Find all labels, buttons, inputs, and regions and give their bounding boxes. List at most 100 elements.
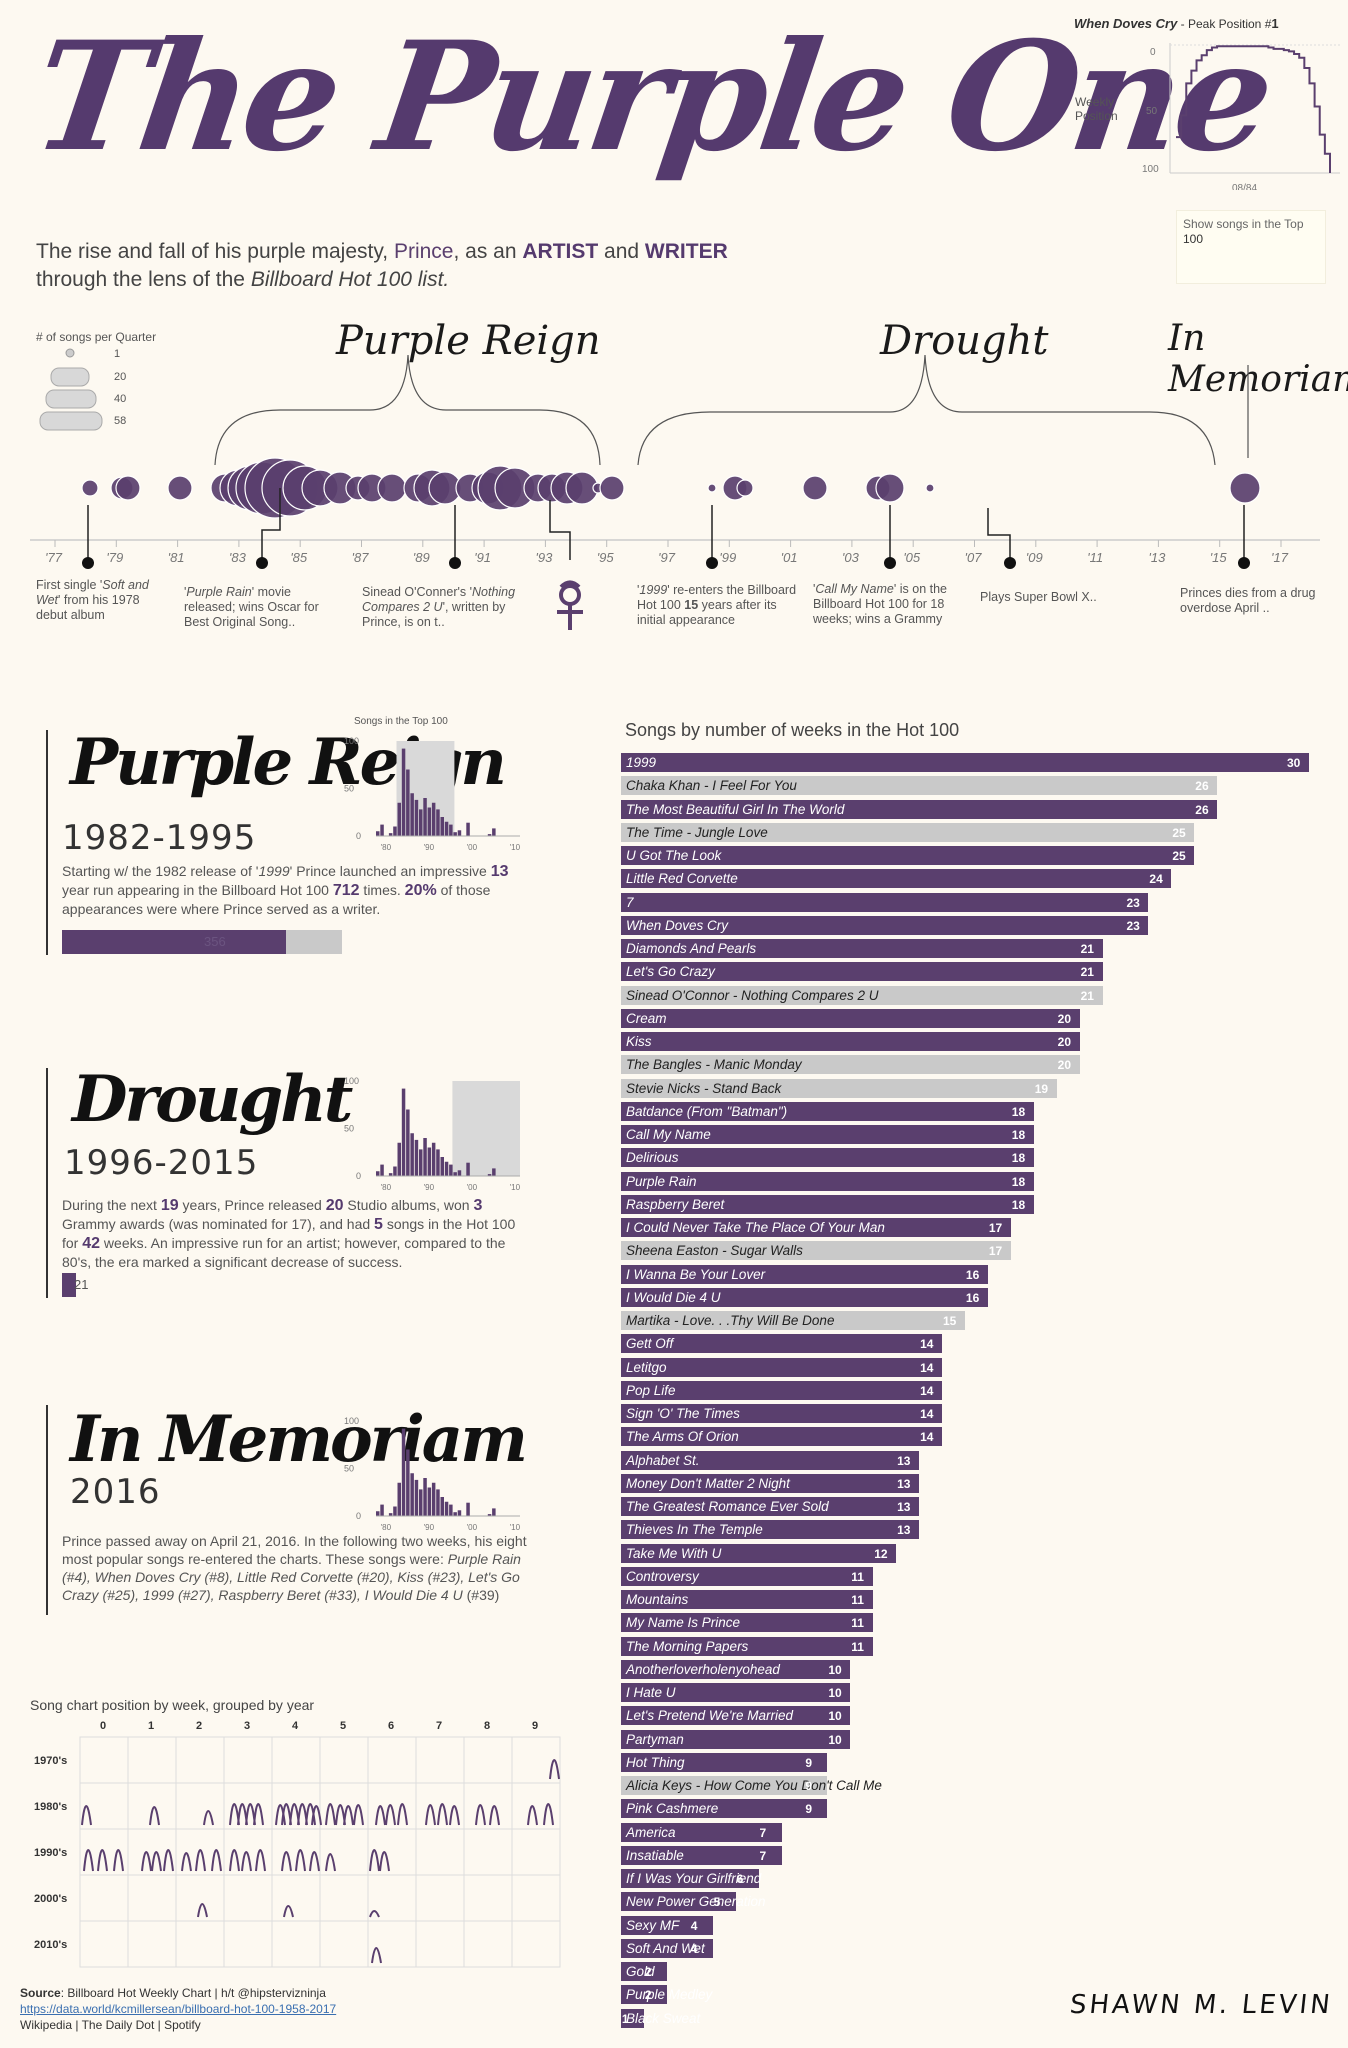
- bar-value: 13: [897, 1453, 911, 1468]
- era-text-drought: During the next 19 years, Prince release…: [62, 1197, 516, 1270]
- mini-x-tick: '00: [467, 1183, 478, 1192]
- bar-value: 20: [1057, 1011, 1072, 1026]
- peak-position-line: [1176, 45, 1331, 173]
- bar-label: Black Sweat: [626, 2010, 701, 2026]
- mini-y-tick: 50: [344, 784, 354, 794]
- heatmap-cell: [79, 1920, 129, 1968]
- heatmap-cell: [271, 1736, 321, 1784]
- heatmap-col-label: 2: [196, 1720, 202, 1732]
- song-position-arc: [371, 1947, 382, 1964]
- annotation-purple-rain: 'Purple Rain' movie released; wins Oscar…: [184, 585, 319, 629]
- heatmap-cell: [127, 1874, 177, 1922]
- bar-value: 10: [828, 1662, 842, 1677]
- filter-value[interactable]: 100: [1183, 232, 1204, 246]
- bar-label: Alphabet St.: [626, 1452, 700, 1468]
- song-position-arc: [295, 1849, 306, 1872]
- heatmap-cell: [175, 1782, 225, 1830]
- bar: [621, 1427, 943, 1447]
- song-position-arc: [527, 1805, 538, 1826]
- year-tick-label: '91: [474, 550, 491, 565]
- timeline-legend-title: # of songs per Quarter: [36, 330, 157, 344]
- mini-chart-drought: 100 50 0 '80 '90 '00 '10: [344, 1076, 520, 1192]
- signature: SHAWN M. LEVIN: [1068, 1990, 1335, 2020]
- bar-label: Pop Life: [626, 1382, 676, 1398]
- bar-value: 18: [1011, 1128, 1026, 1142]
- bar-value: 9: [805, 1755, 813, 1770]
- bar-label: Letitgo: [626, 1359, 667, 1375]
- heatmap-cell: [79, 1782, 129, 1830]
- mini-bar: [414, 1479, 419, 1516]
- top-n-filter[interactable]: Show songs in the Top 100: [1176, 210, 1326, 284]
- heatmap-cell: [367, 1736, 417, 1784]
- mini-x-tick: '80: [381, 1183, 392, 1192]
- source-link[interactable]: https://data.world/kcmillersean/billboar…: [20, 2002, 337, 2016]
- bar-value: 17: [988, 1221, 1003, 1235]
- bar: [621, 1334, 943, 1354]
- peak-y-tick: 0: [1150, 47, 1156, 58]
- year-tick-label: '15: [1210, 550, 1228, 565]
- song-position-arc: [353, 1804, 364, 1826]
- song-position-arc: [283, 1905, 294, 1918]
- mini-bar: [427, 1147, 432, 1176]
- year-tick-label: '03: [842, 550, 860, 565]
- bar: [621, 1892, 736, 1912]
- quarter-bubble: [925, 483, 935, 493]
- position-heatmap: 0 1 2 3 4 5 6 7 8 9 1970's 1980's 1990's 2000's 2010's: [34, 1720, 561, 1968]
- bar-label: If I Was Your Girlfriend: [626, 1871, 762, 1886]
- bar: [621, 939, 1103, 958]
- bar: [621, 1311, 965, 1330]
- bar-label: I Wanna Be Your Lover: [626, 1266, 766, 1282]
- mini-bar: [444, 1501, 449, 1516]
- mini-bar: [376, 1171, 380, 1176]
- bar: [621, 1613, 874, 1633]
- mini-x-tick: '10: [510, 1183, 520, 1192]
- mini-bar: [431, 1142, 436, 1176]
- mini-bar: [423, 1138, 427, 1176]
- bar-value: 11: [851, 1639, 864, 1654]
- song-position-arc: [151, 1851, 162, 1872]
- bar: [621, 1985, 667, 2005]
- song-position-arc: [195, 1849, 206, 1872]
- source-label: Source: [20, 1986, 61, 2000]
- bar-value: 21: [1080, 942, 1094, 956]
- mini-bar: [406, 1109, 410, 1176]
- year-tick-label: '07: [965, 550, 983, 565]
- bar: [621, 776, 1218, 796]
- song-position-arc: [241, 1851, 252, 1872]
- mini-bar: [380, 1164, 384, 1176]
- writer-share-fill: [62, 930, 286, 954]
- bar-label: Thieves In The Temple: [626, 1522, 763, 1538]
- quarter-bubble: [707, 483, 717, 493]
- heatmap-col-label: 1: [148, 1720, 154, 1732]
- era-title-drought: Drought: [72, 1062, 353, 1137]
- timeline-chart: '77 '79 '81 '83 '85 '87 '89 '91 '93 '95 '97 '99 '01 '…: [30, 354, 1320, 630]
- bar-label: U Got The Look: [626, 848, 722, 863]
- bar-label: Diamonds And Pearls: [626, 941, 757, 956]
- heatmap-cell: [415, 1920, 465, 1968]
- mini-bar: [401, 748, 406, 836]
- bar-value: 7: [759, 1848, 767, 1863]
- bar: [621, 1171, 1034, 1191]
- mini-bar: [436, 1149, 440, 1176]
- song-position-arc: [309, 1851, 320, 1872]
- mini-bar: [427, 1487, 432, 1516]
- bar: [621, 846, 1195, 865]
- mini-bar: [401, 1088, 406, 1176]
- mini-bar: [487, 834, 492, 836]
- bar-value: 2: [644, 1965, 652, 1979]
- bar-value: 13: [897, 1476, 911, 1491]
- bar-value: 30: [1287, 756, 1301, 770]
- mini-bar: [397, 1482, 401, 1516]
- bar: [621, 1962, 667, 1981]
- mini-bar: [388, 833, 393, 836]
- mini-bar: [397, 1142, 401, 1176]
- bar-label: The Bangles - Manic Monday: [626, 1057, 802, 1073]
- mini-y-tick: 0: [356, 1171, 361, 1181]
- year-tick-label: '79: [106, 550, 123, 565]
- bar-label: I Could Never Take The Place Of Your Man: [626, 1220, 885, 1235]
- heatmap-cell: [415, 1736, 465, 1784]
- quarter-bubble: [167, 475, 193, 501]
- event-dot: [82, 557, 94, 569]
- bar-label: Little Red Corvette: [626, 871, 738, 887]
- bar: [621, 2008, 644, 2028]
